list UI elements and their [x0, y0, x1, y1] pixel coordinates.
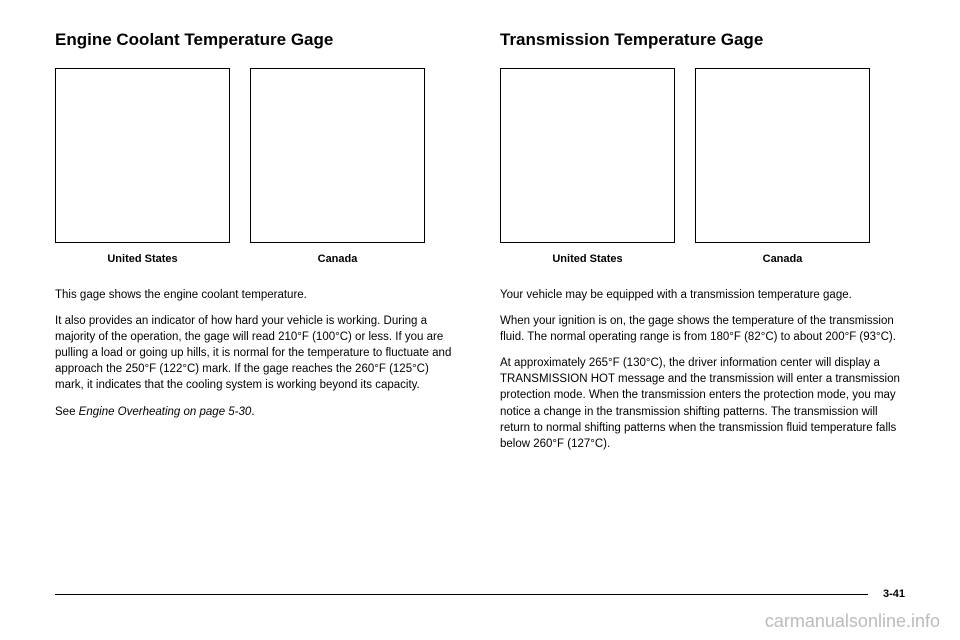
right-p2: When your ignition is on, the gage shows…	[500, 313, 905, 345]
left-p2: It also provides an indicator of how har…	[55, 313, 460, 393]
caption-ca-2: Canada	[695, 253, 870, 265]
footer: 3-41	[55, 588, 905, 600]
right-caption-row: United States Canada	[500, 253, 905, 265]
gauge-image-us-2	[500, 68, 675, 243]
gauge-image-ca-2	[695, 68, 870, 243]
right-image-row	[500, 68, 905, 243]
caption-us: United States	[55, 253, 230, 265]
caption-ca: Canada	[250, 253, 425, 265]
left-title: Engine Coolant Temperature Gage	[55, 30, 460, 50]
page-number: 3-41	[883, 588, 905, 600]
left-p3: See Engine Overheating on page 5-30.	[55, 404, 460, 420]
footer-rule	[55, 594, 868, 595]
caption-us-2: United States	[500, 253, 675, 265]
left-image-row	[55, 68, 460, 243]
right-p1: Your vehicle may be equipped with a tran…	[500, 287, 905, 303]
right-p3: At approximately 265°F (130°C), the driv…	[500, 355, 905, 452]
gauge-image-ca	[250, 68, 425, 243]
gauge-image-us	[55, 68, 230, 243]
right-column: Transmission Temperature Gage United Sta…	[500, 30, 905, 462]
left-p1: This gage shows the engine coolant tempe…	[55, 287, 460, 303]
right-title: Transmission Temperature Gage	[500, 30, 905, 50]
left-caption-row: United States Canada	[55, 253, 460, 265]
watermark: carmanualsonline.info	[765, 611, 940, 632]
left-column: Engine Coolant Temperature Gage United S…	[55, 30, 460, 462]
